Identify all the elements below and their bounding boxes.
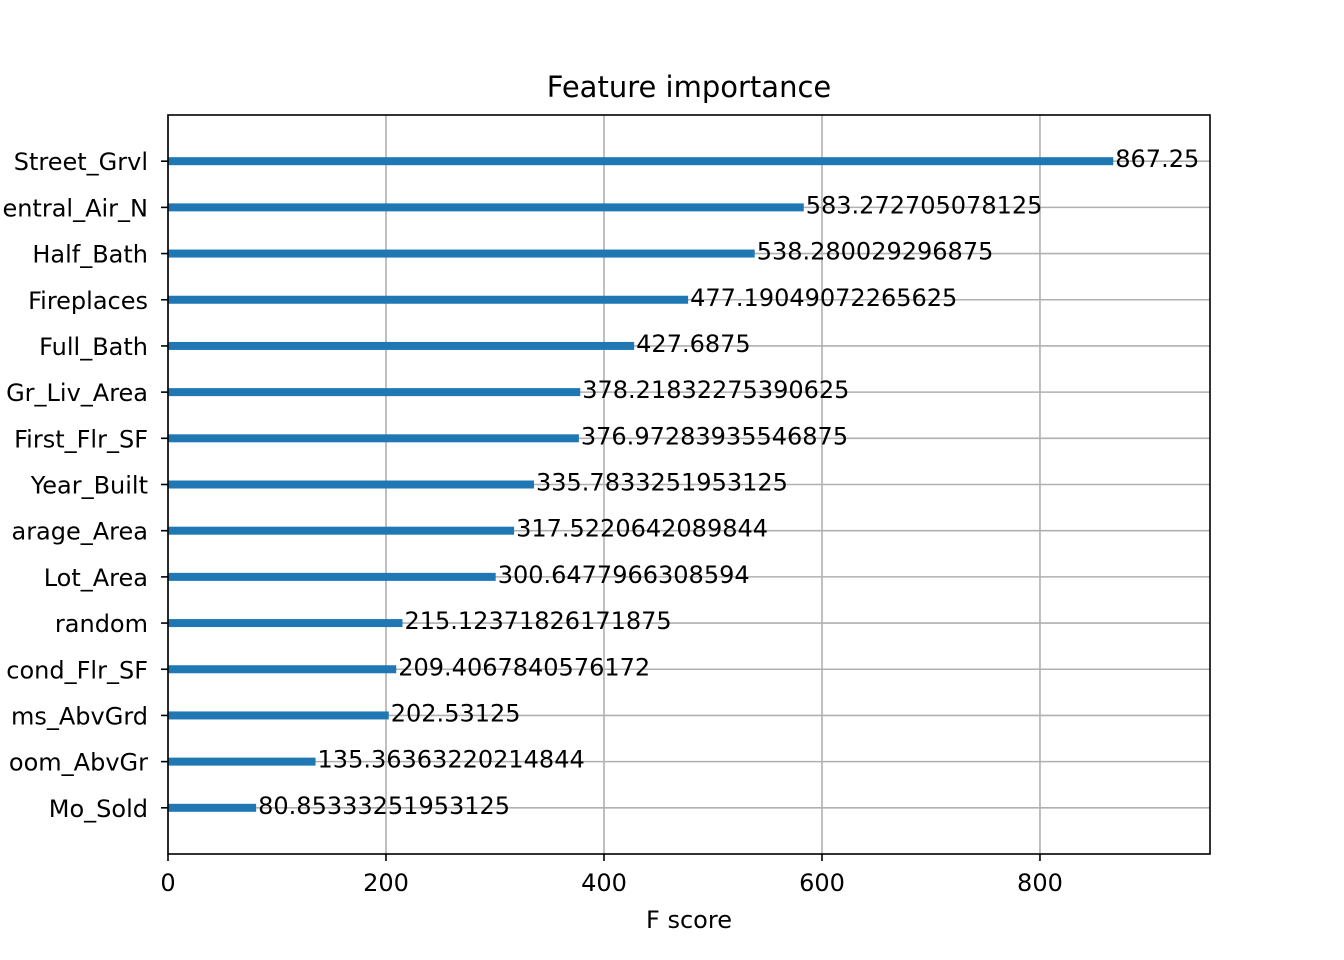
y-tick-label: Full_Bath (39, 333, 148, 361)
y-tick-label: Half_Bath (32, 241, 148, 269)
y-tick-label: random (55, 610, 148, 638)
bar (168, 203, 804, 212)
bar (168, 295, 689, 304)
value-label: 867.25 (1115, 145, 1199, 173)
y-tick-label: First_Flr_SF (14, 425, 148, 453)
bar (168, 480, 534, 489)
y-tick-label: ms_AbvGrd (11, 702, 148, 730)
bar (168, 526, 515, 535)
plot-frame (167, 114, 1211, 855)
value-label: 335.7833251953125 (536, 469, 788, 497)
y-tick-label: cond_Flr_SF (6, 656, 148, 684)
value-label: 378.21832275390625 (582, 376, 849, 404)
value-label: 583.272705078125 (806, 191, 1043, 219)
bar (168, 572, 496, 581)
y-tick-label: Gr_Liv_Area (6, 379, 148, 407)
bar (168, 619, 403, 628)
value-label: 427.6875 (636, 330, 751, 358)
y-tick-label: Street_Grvl (14, 148, 148, 176)
value-label: 202.53125 (391, 699, 521, 727)
value-label: 317.5220642089844 (516, 515, 768, 543)
bar (168, 665, 397, 674)
x-tick-label: 600 (799, 869, 845, 897)
bar (168, 249, 755, 258)
value-label: 135.36363220214844 (318, 746, 585, 774)
value-label: 209.4067840576172 (398, 653, 650, 681)
bar (168, 157, 1114, 166)
bar (168, 757, 316, 766)
y-tick-label: oom_AbvGr (9, 749, 148, 777)
value-label: 538.280029296875 (757, 238, 994, 266)
y-tick-label: Year_Built (30, 472, 148, 500)
chart-title: Feature importance (547, 70, 832, 104)
y-tick-label: entral_Air_N (2, 194, 148, 222)
value-label: 300.6477966308594 (498, 561, 750, 589)
value-label: 80.85333251953125 (258, 792, 510, 820)
x-axis-label: F score (646, 906, 732, 934)
value-label: 376.97283935546875 (581, 422, 848, 450)
x-tick-label: 0 (160, 869, 175, 897)
y-tick-label: Lot_Area (44, 564, 148, 592)
value-label: 477.19049072265625 (690, 284, 957, 312)
bar (168, 341, 635, 350)
bar (168, 711, 389, 720)
x-tick-label: 200 (363, 869, 409, 897)
y-tick-label: arage_Area (11, 518, 148, 546)
value-label: 215.12371826171875 (404, 607, 671, 635)
y-tick-label: Mo_Sold (49, 795, 148, 823)
bar (168, 803, 257, 812)
x-tick-label: 800 (1017, 869, 1063, 897)
y-tick-label: Fireplaces (28, 287, 148, 315)
bar (168, 434, 579, 443)
bar (168, 388, 581, 397)
x-tick-label: 400 (581, 869, 627, 897)
